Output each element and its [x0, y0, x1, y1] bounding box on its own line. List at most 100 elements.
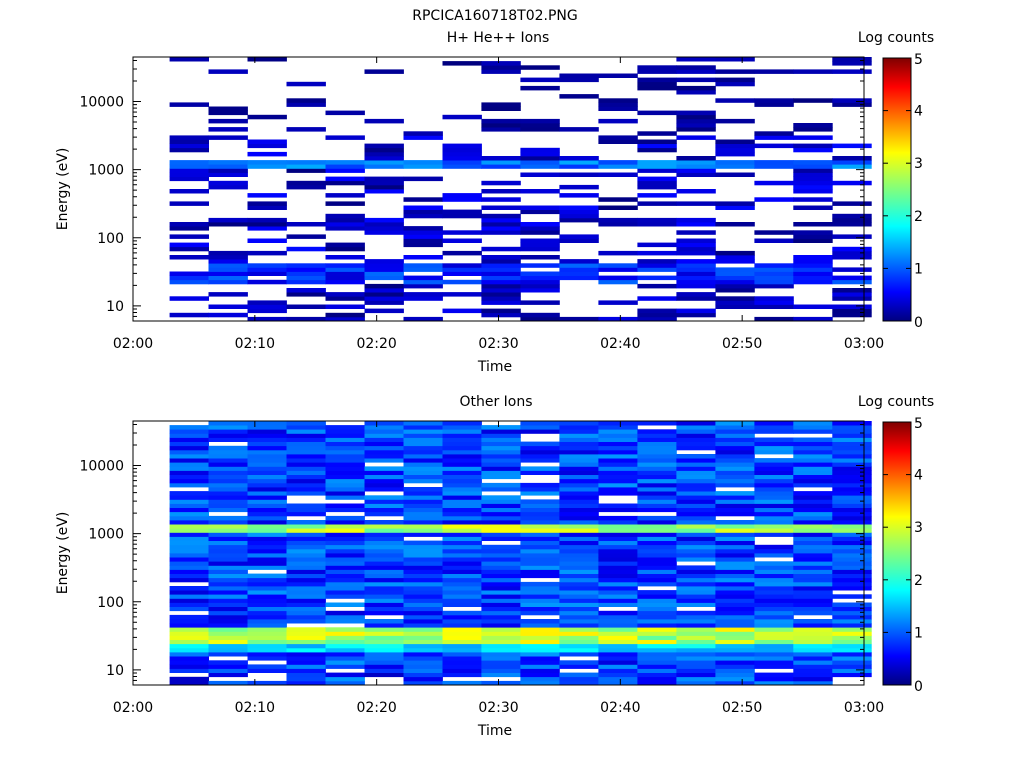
heatmap-cell — [832, 520, 872, 525]
x-tick-label: 02:40 — [600, 700, 640, 716]
heatmap-cell — [325, 581, 365, 587]
heatmap-cell — [481, 652, 521, 657]
heatmap-cell — [832, 544, 872, 550]
heatmap-cell — [676, 283, 716, 289]
heatmap-cell — [403, 160, 443, 165]
heatmap-cell — [793, 520, 833, 525]
heatmap-cell — [754, 143, 794, 149]
heatmap-cell — [715, 271, 755, 276]
heatmap-cell — [676, 250, 716, 256]
heatmap-cell — [247, 193, 287, 198]
heatmap-cell — [403, 263, 443, 268]
heatmap-cell — [793, 540, 833, 546]
heatmap-cell — [169, 458, 209, 463]
heatmap-cell — [442, 462, 482, 467]
heatmap-cell — [793, 656, 833, 661]
heatmap-cell — [364, 635, 404, 640]
heatmap-cell — [169, 147, 209, 153]
heatmap-cell — [520, 590, 560, 595]
heatmap-cell — [637, 143, 677, 149]
heatmap-cell — [442, 238, 482, 243]
heatmap-cell — [364, 184, 404, 190]
heatmap-cell — [676, 123, 716, 128]
heatmap-cell — [325, 569, 365, 574]
heatmap-cell — [325, 449, 365, 455]
heatmap-cell — [169, 495, 209, 500]
heatmap-cell — [325, 487, 365, 492]
heatmap-cell — [559, 664, 599, 669]
heatmap-cell — [793, 672, 833, 678]
heatmap-cell — [637, 433, 677, 438]
heatmap-cell — [559, 474, 599, 480]
heatmap-cell — [637, 421, 677, 426]
heatmap-cell — [403, 275, 443, 281]
heatmap-cell — [715, 164, 755, 169]
panel-title: Other Ions — [459, 394, 532, 410]
heatmap-cell — [481, 275, 521, 281]
heatmap-cell — [286, 267, 326, 272]
heatmap-cell — [403, 515, 443, 521]
heatmap-cell — [364, 664, 404, 669]
heatmap-cell — [364, 532, 404, 537]
heatmap-cell — [247, 308, 287, 314]
heatmap-cell — [715, 631, 755, 636]
heatmap-cell — [442, 536, 482, 541]
heatmap-cell — [637, 614, 677, 620]
heatmap-cell — [403, 487, 443, 492]
heatmap-cell — [676, 664, 716, 669]
heatmap-cell — [169, 664, 209, 669]
heatmap-cell — [442, 308, 482, 314]
heatmap-cell — [442, 610, 482, 616]
heatmap-cell — [754, 602, 794, 607]
heatmap-cell — [442, 577, 482, 583]
heatmap-cell — [208, 647, 248, 653]
heatmap-cell — [754, 135, 794, 140]
heatmap-cell — [325, 425, 365, 430]
x-tick-label: 02:40 — [600, 336, 640, 352]
heatmap-cell — [286, 536, 326, 541]
heatmap-cell — [715, 466, 755, 471]
heatmap-cell — [403, 614, 443, 620]
heatmap-cell — [676, 267, 716, 272]
heatmap-cell — [754, 296, 794, 301]
heatmap-cell — [481, 433, 521, 438]
heatmap-cell — [247, 528, 287, 533]
heatmap-cell — [637, 643, 677, 649]
heatmap-cell — [325, 557, 365, 562]
heatmap-cell — [442, 487, 482, 492]
heatmap-cell — [442, 160, 482, 165]
heatmap-cell — [325, 176, 365, 182]
heatmap-cell — [598, 118, 638, 124]
heatmap-cell — [676, 548, 716, 554]
heatmap-cell — [208, 573, 248, 579]
heatmap-cell — [403, 454, 443, 459]
heatmap-cell — [286, 127, 326, 132]
heatmap-cell — [559, 499, 599, 504]
heatmap-cell — [247, 151, 287, 157]
heatmap-cell — [715, 495, 755, 500]
heatmap-cell — [481, 271, 521, 276]
heatmap-cell — [208, 548, 248, 554]
heatmap-cell — [754, 606, 794, 612]
heatmap-cell — [754, 581, 794, 587]
heatmap-cell — [169, 139, 209, 144]
heatmap-cell — [208, 433, 248, 438]
heatmap-cell — [793, 429, 833, 434]
heatmap-cell — [793, 462, 833, 467]
heatmap-cell — [598, 561, 638, 566]
heatmap-cell — [832, 454, 872, 459]
heatmap-cell — [286, 680, 326, 686]
heatmap-cell — [442, 635, 482, 640]
heatmap-cell — [598, 98, 638, 103]
heatmap-cell — [559, 623, 599, 628]
heatmap-cell — [559, 421, 599, 426]
heatmap-cell — [754, 639, 794, 645]
heatmap-cell — [364, 441, 404, 447]
heatmap-cell — [637, 598, 677, 603]
heatmap-cell — [793, 123, 833, 128]
heatmap-cell — [598, 160, 638, 165]
heatmap-cell — [286, 664, 326, 669]
heatmap-cell — [247, 470, 287, 475]
heatmap-cell — [676, 569, 716, 574]
heatmap-cell — [676, 540, 716, 546]
